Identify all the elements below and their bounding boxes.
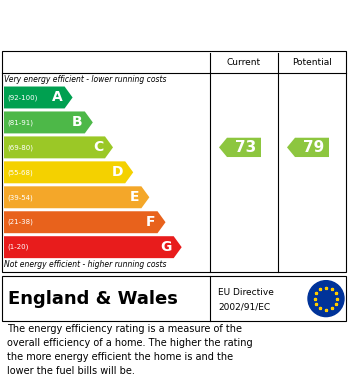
Text: (1-20): (1-20) [7,244,29,250]
Text: 2002/91/EC: 2002/91/EC [218,302,270,311]
Text: (21-38): (21-38) [7,219,33,226]
Polygon shape [4,136,113,158]
Text: EU Directive: EU Directive [218,288,274,297]
Text: 73: 73 [235,140,256,155]
Text: E: E [130,190,139,204]
Text: A: A [52,90,63,104]
Text: (55-68): (55-68) [7,169,33,176]
Text: (81-91): (81-91) [7,119,33,126]
Polygon shape [4,86,73,108]
Text: (92-100): (92-100) [7,94,37,101]
Polygon shape [4,111,93,133]
Text: Potential: Potential [292,58,332,67]
Text: 79: 79 [303,140,325,155]
Circle shape [308,281,344,317]
Text: F: F [146,215,156,229]
Polygon shape [4,236,182,258]
Polygon shape [219,138,261,157]
Polygon shape [4,161,133,183]
Text: Very energy efficient - lower running costs: Very energy efficient - lower running co… [4,75,166,84]
Text: C: C [93,140,103,154]
Text: (69-80): (69-80) [7,144,33,151]
Text: Energy Efficiency Rating: Energy Efficiency Rating [10,18,251,36]
Text: England & Wales: England & Wales [8,290,178,308]
Polygon shape [287,138,329,157]
Text: D: D [112,165,123,179]
Text: (39-54): (39-54) [7,194,33,201]
Text: The energy efficiency rating is a measure of the
overall efficiency of a home. T: The energy efficiency rating is a measur… [7,324,253,376]
Text: Current: Current [227,58,261,67]
Text: Not energy efficient - higher running costs: Not energy efficient - higher running co… [4,260,166,269]
Text: B: B [72,115,83,129]
Polygon shape [4,186,149,208]
Polygon shape [4,211,166,233]
Text: G: G [160,240,172,254]
